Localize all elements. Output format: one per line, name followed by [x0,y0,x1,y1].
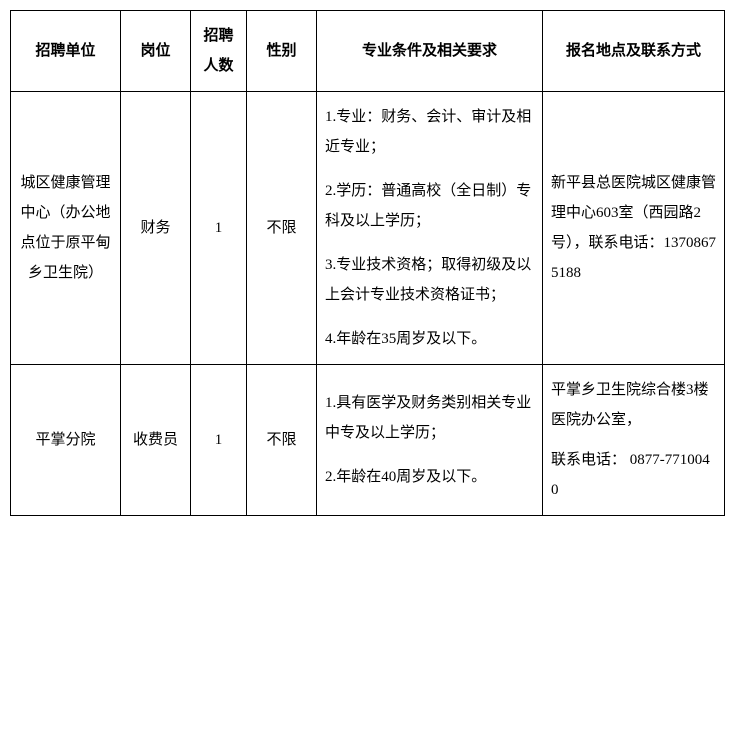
cell-position: 收费员 [121,365,191,516]
cell-count: 1 [191,365,247,516]
contact-line: 新平县总医院城区健康管理中心603室（西园路2号），联系电话：137086751… [551,168,716,288]
cell-unit: 平掌分院 [11,365,121,516]
cell-count: 1 [191,92,247,365]
cell-unit: 城区健康管理中心（办公地点位于原平甸乡卫生院） [11,92,121,365]
requirement-line: 4.年龄在35周岁及以下。 [325,324,534,354]
contact-line: 平掌乡卫生院综合楼3楼医院办公室， [551,375,716,435]
contact-line: 联系电话： 0877-7710040 [551,445,716,505]
table-row: 城区健康管理中心（办公地点位于原平甸乡卫生院）财务1不限1.专业：财务、会计、审… [11,92,725,365]
table-head: 招聘单位岗位招聘人数性别专业条件及相关要求报名地点及联系方式 [11,11,725,92]
col-header-0: 招聘单位 [11,11,121,92]
requirement-line: 1.专业：财务、会计、审计及相近专业； [325,102,534,162]
cell-contact: 新平县总医院城区健康管理中心603室（西园路2号），联系电话：137086751… [543,92,725,365]
cell-contact: 平掌乡卫生院综合楼3楼医院办公室， 联系电话： 0877-7710040 [543,365,725,516]
cell-requirements: 1.具有医学及财务类别相关专业中专及以上学历； 2.年龄在40周岁及以下。 [317,365,543,516]
requirement-line: 2.年龄在40周岁及以下。 [325,462,534,492]
col-header-1: 岗位 [121,11,191,92]
cell-position: 财务 [121,92,191,365]
col-header-5: 报名地点及联系方式 [543,11,725,92]
requirement-line: 2.学历：普通高校（全日制）专科及以上学历； [325,176,534,236]
header-row: 招聘单位岗位招聘人数性别专业条件及相关要求报名地点及联系方式 [11,11,725,92]
requirement-line: 1.具有医学及财务类别相关专业中专及以上学历； [325,388,534,448]
requirement-line: 3.专业技术资格；取得初级及以上会计专业技术资格证书； [325,250,534,310]
col-header-2: 招聘人数 [191,11,247,92]
recruitment-table: 招聘单位岗位招聘人数性别专业条件及相关要求报名地点及联系方式 城区健康管理中心（… [10,10,725,516]
table-body: 城区健康管理中心（办公地点位于原平甸乡卫生院）财务1不限1.专业：财务、会计、审… [11,92,725,516]
table-row: 平掌分院收费员1不限1.具有医学及财务类别相关专业中专及以上学历； 2.年龄在40… [11,365,725,516]
cell-gender: 不限 [247,92,317,365]
col-header-3: 性别 [247,11,317,92]
cell-gender: 不限 [247,365,317,516]
cell-requirements: 1.专业：财务、会计、审计及相近专业； 2.学历：普通高校（全日制）专科及以上学历… [317,92,543,365]
col-header-4: 专业条件及相关要求 [317,11,543,92]
